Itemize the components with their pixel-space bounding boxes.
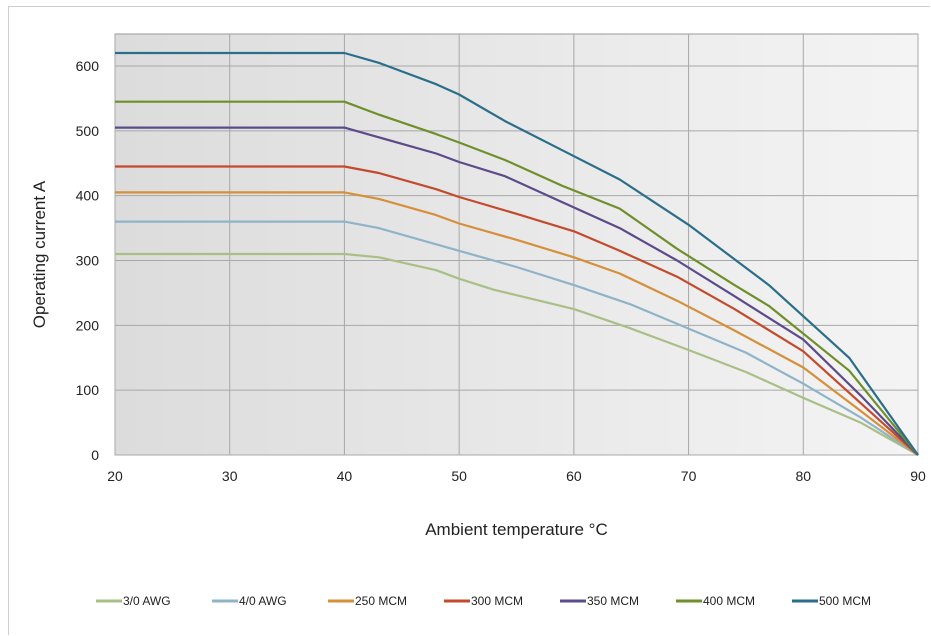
series-line-250-mcm: [115, 191, 919, 456]
series-line-400-mcm: [115, 100, 919, 456]
y-tick-label: 300: [76, 253, 100, 269]
series-line-3-0-awg: [115, 252, 919, 456]
x-tick-label: 70: [681, 468, 697, 484]
y-tick-label: 600: [76, 58, 100, 74]
legend-item: 3/0 AWG: [96, 594, 171, 608]
y-tick-label: 400: [76, 188, 100, 204]
legend-item: 250 MCM: [328, 594, 407, 608]
legend-item: 350 MCM: [560, 594, 639, 608]
legend-label: 250 MCM: [355, 594, 407, 608]
series-line-350-mcm: [115, 126, 919, 456]
x-tick-label: 50: [451, 468, 467, 484]
legend-item: 4/0 AWG: [212, 594, 287, 608]
x-tick-label: 80: [795, 468, 811, 484]
plot-area: [114, 33, 919, 456]
x-tick-labels: 20 30 40 50 60 70 80 90: [107, 468, 926, 484]
x-tick-label: 60: [566, 468, 582, 484]
y-tick-labels: 0 100 200 300 400 500 600: [76, 58, 100, 463]
series-line-4-0-awg: [115, 220, 919, 456]
legend-label: 300 MCM: [471, 594, 523, 608]
legend-item: 300 MCM: [444, 594, 523, 608]
legend-item: 500 MCM: [792, 594, 871, 608]
legend-label: 500 MCM: [819, 594, 871, 608]
x-axis-title: Ambient temperature °C: [425, 520, 608, 539]
series-line-300-mcm: [115, 165, 919, 456]
legend-label: 400 MCM: [703, 594, 755, 608]
legend-item: 400 MCM: [676, 594, 755, 608]
legend-label: 4/0 AWG: [239, 594, 287, 608]
legend-label: 350 MCM: [587, 594, 639, 608]
x-tick-label: 30: [222, 468, 238, 484]
y-tick-label: 0: [91, 447, 99, 463]
x-tick-label: 20: [107, 468, 123, 484]
series-lines: [115, 51, 919, 456]
x-tick-label: 40: [337, 468, 353, 484]
y-tick-label: 200: [76, 317, 100, 333]
legend-label: 3/0 AWG: [123, 594, 171, 608]
chart-frame: [8, 6, 930, 635]
y-tick-label: 100: [76, 382, 100, 398]
gridlines: [114, 34, 919, 456]
y-axis-title: Operating current A: [30, 180, 49, 328]
legend: 3/0 AWG 4/0 AWG 250 MCM 300 MCM 350 MCM 400 M…: [96, 594, 871, 608]
x-tick-label: 90: [910, 468, 926, 484]
series-line-500-mcm: [115, 51, 919, 456]
y-tick-label: 500: [76, 123, 100, 139]
